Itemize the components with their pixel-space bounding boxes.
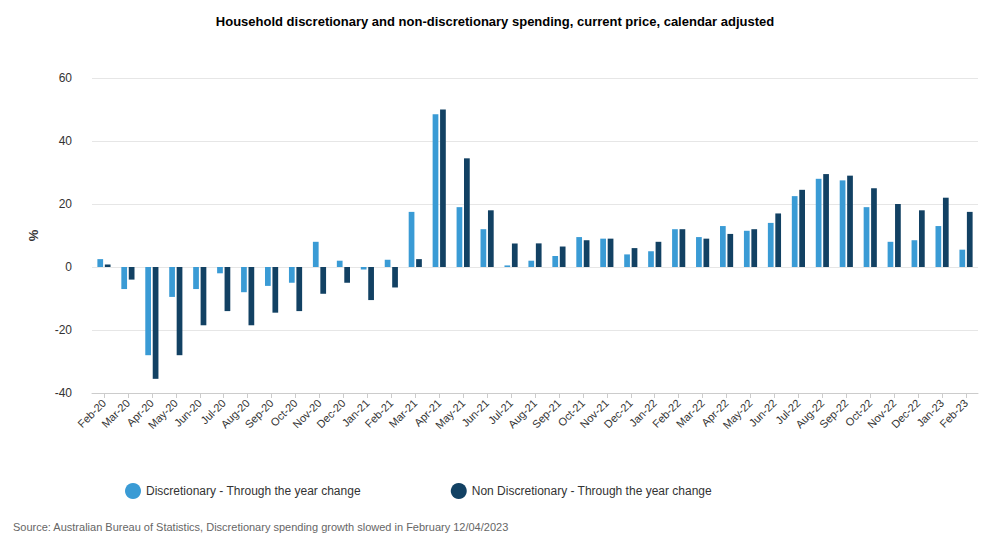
svg-text:May-21: May-21 (433, 397, 467, 431)
svg-text:Mar-22: Mar-22 (674, 397, 707, 430)
svg-text:Apr-22: Apr-22 (699, 396, 731, 429)
svg-text:Jan-22: Jan-22 (626, 396, 659, 429)
svg-text:Jan-23: Jan-23 (914, 396, 947, 429)
svg-text:Sep-21: Sep-21 (530, 397, 564, 431)
svg-text:%: % (26, 229, 41, 241)
svg-text:Feb-20: Feb-20 (75, 396, 109, 430)
svg-text:Oct-21: Oct-21 (555, 396, 588, 429)
svg-text:Feb-22: Feb-22 (649, 396, 683, 430)
svg-text:Jan-21: Jan-21 (339, 396, 372, 429)
svg-text:Feb-23: Feb-23 (937, 397, 970, 430)
svg-text:Mar-21: Mar-21 (386, 397, 419, 430)
svg-text:Non Discretionary - Through th: Non Discretionary - Through the year cha… (472, 484, 712, 498)
svg-text:Jul-20: Jul-20 (198, 396, 228, 427)
svg-text:Dec-20: Dec-20 (314, 397, 348, 431)
svg-text:-40: -40 (55, 386, 73, 400)
svg-text:Jun-21: Jun-21 (459, 397, 491, 429)
svg-text:Sep-22: Sep-22 (817, 397, 851, 431)
svg-text:May-22: May-22 (720, 397, 754, 431)
svg-text:Jun-20: Jun-20 (172, 397, 204, 429)
svg-text:Jul-21: Jul-21 (485, 396, 516, 427)
svg-text:Feb-21: Feb-21 (362, 396, 396, 430)
svg-text:Household discretionary and no: Household discretionary and non-discreti… (216, 14, 774, 29)
svg-text:Nov-20: Nov-20 (290, 396, 324, 431)
svg-text:0: 0 (65, 260, 72, 274)
svg-text:Aug-20: Aug-20 (218, 396, 252, 431)
svg-text:Mar-20: Mar-20 (99, 397, 132, 430)
svg-text:Apr-21: Apr-21 (411, 396, 444, 429)
svg-text:Oct-22: Oct-22 (842, 396, 875, 429)
svg-text:Dec-21: Dec-21 (601, 397, 635, 431)
svg-text:Nov-22: Nov-22 (864, 396, 899, 431)
svg-text:-20: -20 (55, 323, 73, 337)
svg-text:Sep-20: Sep-20 (242, 397, 276, 431)
svg-text:40: 40 (59, 134, 73, 148)
svg-text:60: 60 (59, 71, 73, 85)
svg-text:20: 20 (59, 197, 73, 211)
svg-text:Nov-21: Nov-21 (577, 396, 612, 431)
svg-text:May-20: May-20 (146, 397, 180, 431)
svg-text:Aug-22: Aug-22 (793, 396, 827, 431)
svg-text:Aug-21: Aug-21 (505, 396, 540, 431)
svg-text:Jun-22: Jun-22 (746, 397, 778, 429)
svg-text:Dec-22: Dec-22 (889, 397, 923, 431)
svg-text:Source: Australian Bureau of S: Source: Australian Bureau of Statistics,… (13, 521, 508, 533)
svg-text:Jul-22: Jul-22 (773, 396, 803, 427)
svg-text:Apr-20: Apr-20 (124, 396, 157, 429)
svg-text:Discretionary - Through the ye: Discretionary - Through the year change (146, 484, 361, 498)
svg-text:Oct-20: Oct-20 (268, 396, 300, 429)
